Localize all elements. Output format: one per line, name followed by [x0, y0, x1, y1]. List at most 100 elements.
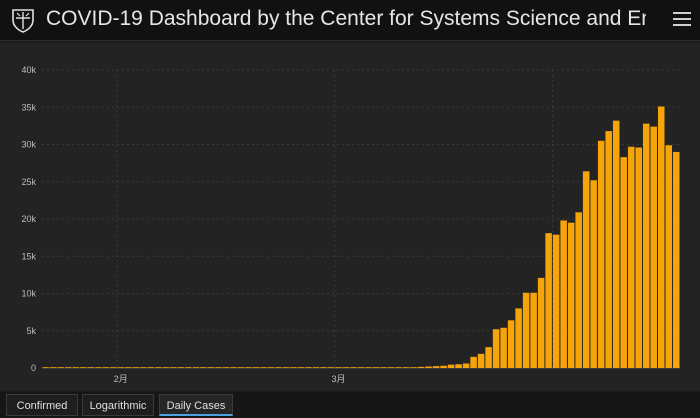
bar[interactable] — [635, 147, 642, 368]
bar[interactable] — [477, 353, 485, 368]
bar[interactable] — [470, 356, 477, 368]
bar[interactable] — [657, 106, 665, 369]
bar[interactable] — [230, 367, 237, 368]
y-tick-label: 10k — [21, 289, 36, 299]
bar[interactable] — [72, 367, 80, 368]
bar[interactable] — [425, 366, 432, 368]
bar[interactable] — [57, 367, 65, 368]
bar[interactable] — [552, 234, 560, 368]
bar[interactable] — [260, 367, 267, 368]
bar[interactable] — [590, 180, 597, 368]
bar[interactable] — [117, 367, 125, 368]
tab-daily-cases[interactable]: Daily Cases — [159, 394, 233, 416]
bar[interactable] — [222, 367, 230, 368]
bar[interactable] — [440, 365, 447, 368]
bar[interactable] — [597, 140, 605, 368]
x-tick-label: 2月 — [114, 374, 128, 384]
bar[interactable] — [132, 367, 140, 368]
bar[interactable] — [87, 367, 95, 368]
bar[interactable] — [267, 367, 275, 368]
bar[interactable] — [65, 367, 72, 368]
y-tick-label: 35k — [21, 102, 36, 112]
bar[interactable] — [305, 367, 312, 368]
bar[interactable] — [605, 131, 612, 368]
bar[interactable] — [80, 367, 87, 368]
bar[interactable] — [515, 308, 522, 368]
bar[interactable] — [140, 367, 147, 368]
bar[interactable] — [455, 364, 462, 368]
bar[interactable] — [350, 367, 357, 368]
bar[interactable] — [95, 367, 102, 368]
bar[interactable] — [387, 367, 395, 368]
daily-cases-chart: 0 5k 10k 15k 20k 25k 30k 35k 40k 2月 3月 — [0, 43, 700, 391]
bar[interactable] — [650, 126, 657, 369]
bar[interactable] — [102, 367, 110, 368]
bar[interactable] — [672, 151, 680, 368]
bar[interactable] — [380, 367, 387, 368]
page-title: COVID-19 Dashboard by the Center for Sys… — [46, 7, 646, 30]
bar[interactable] — [215, 367, 222, 368]
tab-confirmed[interactable]: Confirmed — [6, 394, 78, 416]
bar[interactable] — [612, 120, 620, 368]
bar[interactable] — [170, 367, 177, 368]
bar[interactable] — [395, 367, 402, 368]
bar[interactable] — [42, 367, 50, 368]
bar[interactable] — [560, 220, 567, 368]
y-tick-label: 15k — [21, 251, 36, 261]
bar[interactable] — [485, 347, 492, 368]
bar[interactable] — [342, 367, 350, 368]
bar[interactable] — [320, 367, 327, 368]
bar[interactable] — [252, 367, 260, 368]
bar[interactable] — [620, 157, 627, 368]
bar[interactable] — [237, 367, 245, 368]
bar[interactable] — [207, 367, 215, 368]
bar[interactable] — [417, 366, 425, 368]
bar[interactable] — [500, 327, 507, 368]
bar[interactable] — [200, 367, 207, 368]
bar[interactable] — [147, 367, 155, 368]
bar[interactable] — [50, 367, 57, 368]
bar-chart: 0 5k 10k 15k 20k 25k 30k 35k 40k 2月 3月 — [21, 65, 680, 384]
bar[interactable] — [372, 367, 380, 368]
bar[interactable] — [327, 367, 335, 368]
bar[interactable] — [357, 367, 365, 368]
bar[interactable] — [575, 212, 582, 368]
bar[interactable] — [290, 367, 297, 368]
x-tick-label: 3月 — [331, 374, 345, 384]
bar[interactable] — [665, 145, 672, 368]
bar[interactable] — [462, 363, 470, 368]
bar[interactable] — [162, 367, 170, 368]
bar[interactable] — [185, 367, 192, 368]
bar[interactable] — [275, 367, 282, 368]
bar[interactable] — [642, 123, 650, 368]
bar[interactable] — [282, 367, 290, 368]
bar[interactable] — [530, 292, 537, 368]
bar[interactable] — [402, 367, 410, 368]
bar[interactable] — [492, 329, 500, 368]
bar[interactable] — [627, 146, 635, 368]
bar[interactable] — [522, 292, 530, 368]
bar[interactable] — [545, 233, 552, 368]
bar[interactable] — [177, 367, 185, 368]
bar[interactable] — [245, 367, 252, 368]
bar[interactable] — [335, 367, 342, 368]
tab-logarithmic[interactable]: Logarithmic — [82, 394, 154, 416]
bar[interactable] — [110, 367, 117, 368]
bar[interactable] — [155, 367, 162, 368]
bar[interactable] — [507, 320, 515, 368]
y-tick-label: 20k — [21, 214, 36, 224]
bar[interactable] — [297, 367, 305, 368]
y-tick-label: 5k — [26, 326, 36, 336]
bar[interactable] — [447, 364, 455, 368]
bar[interactable] — [192, 367, 200, 368]
hamburger-menu-icon[interactable] — [673, 9, 691, 29]
y-tick-label: 30k — [21, 140, 36, 150]
bar[interactable] — [537, 277, 545, 368]
bar[interactable] — [125, 367, 132, 368]
bar[interactable] — [567, 222, 575, 368]
bar[interactable] — [312, 367, 320, 368]
bar[interactable] — [432, 366, 440, 368]
bar[interactable] — [365, 367, 372, 368]
bar[interactable] — [582, 171, 590, 368]
bar[interactable] — [410, 367, 417, 368]
